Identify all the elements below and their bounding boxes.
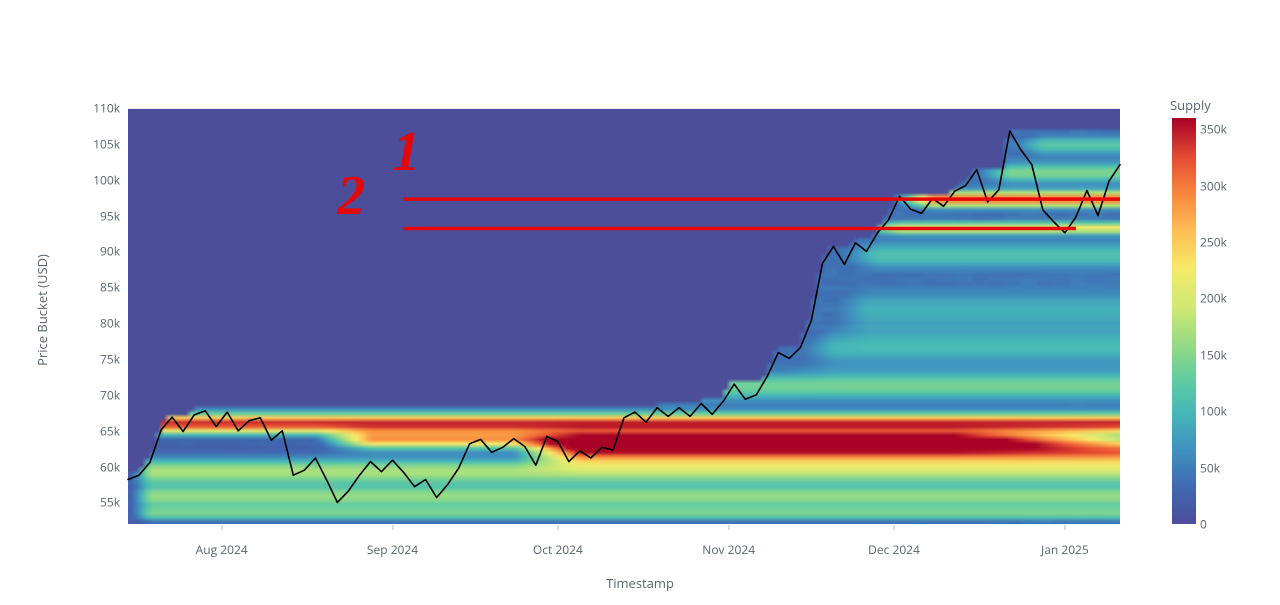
y-tick-label: 95k bbox=[100, 207, 128, 224]
y-tick-label: 90k bbox=[100, 243, 128, 260]
colorbar-title: Supply bbox=[1170, 96, 1211, 114]
x-axis-label: Timestamp bbox=[0, 574, 1280, 592]
colorbar-tick-label: 50k bbox=[1200, 459, 1220, 476]
x-tick-label: Sep 2024 bbox=[367, 524, 418, 558]
x-tick-label: Nov 2024 bbox=[702, 524, 755, 558]
x-tick-label: Dec 2024 bbox=[868, 524, 920, 558]
colorbar-tick-label: 300k bbox=[1200, 177, 1227, 194]
y-tick-label: 105k bbox=[93, 135, 128, 152]
x-tick-label: Aug 2024 bbox=[196, 524, 248, 558]
y-tick-label: 60k bbox=[100, 458, 128, 475]
x-tick-label: Oct 2024 bbox=[533, 524, 583, 558]
colorbar-tick-label: 350k bbox=[1200, 121, 1227, 138]
plot-area[interactable]: 55k60k65k70k75k80k85k90k95k100k105k110kA… bbox=[128, 108, 1120, 524]
colorbar: Supply 050k100k150k200k250k300k350k bbox=[1172, 108, 1246, 524]
y-tick-label: 110k bbox=[93, 100, 128, 117]
y-tick-label: 65k bbox=[100, 422, 128, 439]
y-tick-label: 80k bbox=[100, 315, 128, 332]
colorbar-tick-label: 150k bbox=[1200, 346, 1227, 363]
y-tick-label: 85k bbox=[100, 279, 128, 296]
colorbar-gradient bbox=[1172, 118, 1196, 524]
y-tick-label: 100k bbox=[93, 171, 128, 188]
chart-container: Price Bucket (USD) Timestamp 55k60k65k70… bbox=[0, 0, 1280, 605]
colorbar-tick-label: 250k bbox=[1200, 234, 1227, 251]
plot-border bbox=[128, 108, 1120, 524]
x-tick-label: Jan 2025 bbox=[1041, 524, 1089, 558]
y-tick-label: 70k bbox=[100, 386, 128, 403]
y-axis-label: Price Bucket (USD) bbox=[33, 254, 51, 366]
y-tick-label: 75k bbox=[100, 351, 128, 368]
colorbar-tick-label: 200k bbox=[1200, 290, 1227, 307]
colorbar-tick-label: 0 bbox=[1200, 516, 1207, 533]
y-tick-label: 55k bbox=[100, 494, 128, 511]
colorbar-tick-label: 100k bbox=[1200, 403, 1227, 420]
